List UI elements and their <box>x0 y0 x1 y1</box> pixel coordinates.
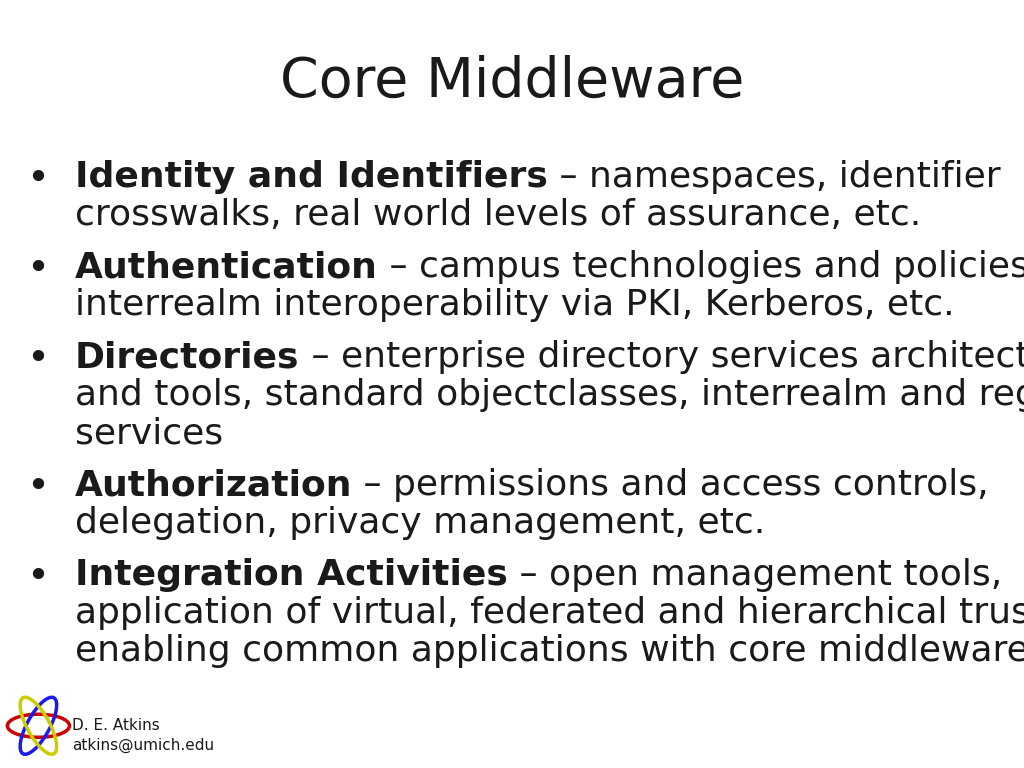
Text: Integration Activities: Integration Activities <box>75 558 508 592</box>
Text: •: • <box>27 160 49 198</box>
Text: Core Middleware: Core Middleware <box>280 55 744 109</box>
Text: – permissions and access controls,: – permissions and access controls, <box>352 468 989 502</box>
Text: – namespaces, identifier: – namespaces, identifier <box>548 160 1000 194</box>
Text: Authentication: Authentication <box>75 250 378 284</box>
Text: – campus technologies and policies,: – campus technologies and policies, <box>378 250 1024 284</box>
Text: and tools, standard objectclasses, interrealm and registry: and tools, standard objectclasses, inter… <box>75 378 1024 412</box>
Text: enabling common applications with core middleware: enabling common applications with core m… <box>75 634 1024 668</box>
Text: – enterprise directory services architectures: – enterprise directory services architec… <box>299 340 1024 374</box>
Text: atkins@umich.edu: atkins@umich.edu <box>72 738 214 753</box>
Text: Identity and Identifiers: Identity and Identifiers <box>75 160 548 194</box>
Text: services: services <box>75 416 223 450</box>
Text: application of virtual, federated and hierarchical trust,: application of virtual, federated and hi… <box>75 596 1024 630</box>
Text: crosswalks, real world levels of assurance, etc.: crosswalks, real world levels of assuran… <box>75 198 922 232</box>
Text: interrealm interoperability via PKI, Kerberos, etc.: interrealm interoperability via PKI, Ker… <box>75 288 954 322</box>
Text: •: • <box>27 340 49 378</box>
Text: – open management tools,: – open management tools, <box>508 558 1002 592</box>
Text: D. E. Atkins: D. E. Atkins <box>72 718 160 733</box>
Text: Authorization: Authorization <box>75 468 352 502</box>
Text: •: • <box>27 558 49 596</box>
Text: Directories: Directories <box>75 340 299 374</box>
Text: •: • <box>27 468 49 506</box>
Text: delegation, privacy management, etc.: delegation, privacy management, etc. <box>75 506 765 540</box>
Text: •: • <box>27 250 49 288</box>
